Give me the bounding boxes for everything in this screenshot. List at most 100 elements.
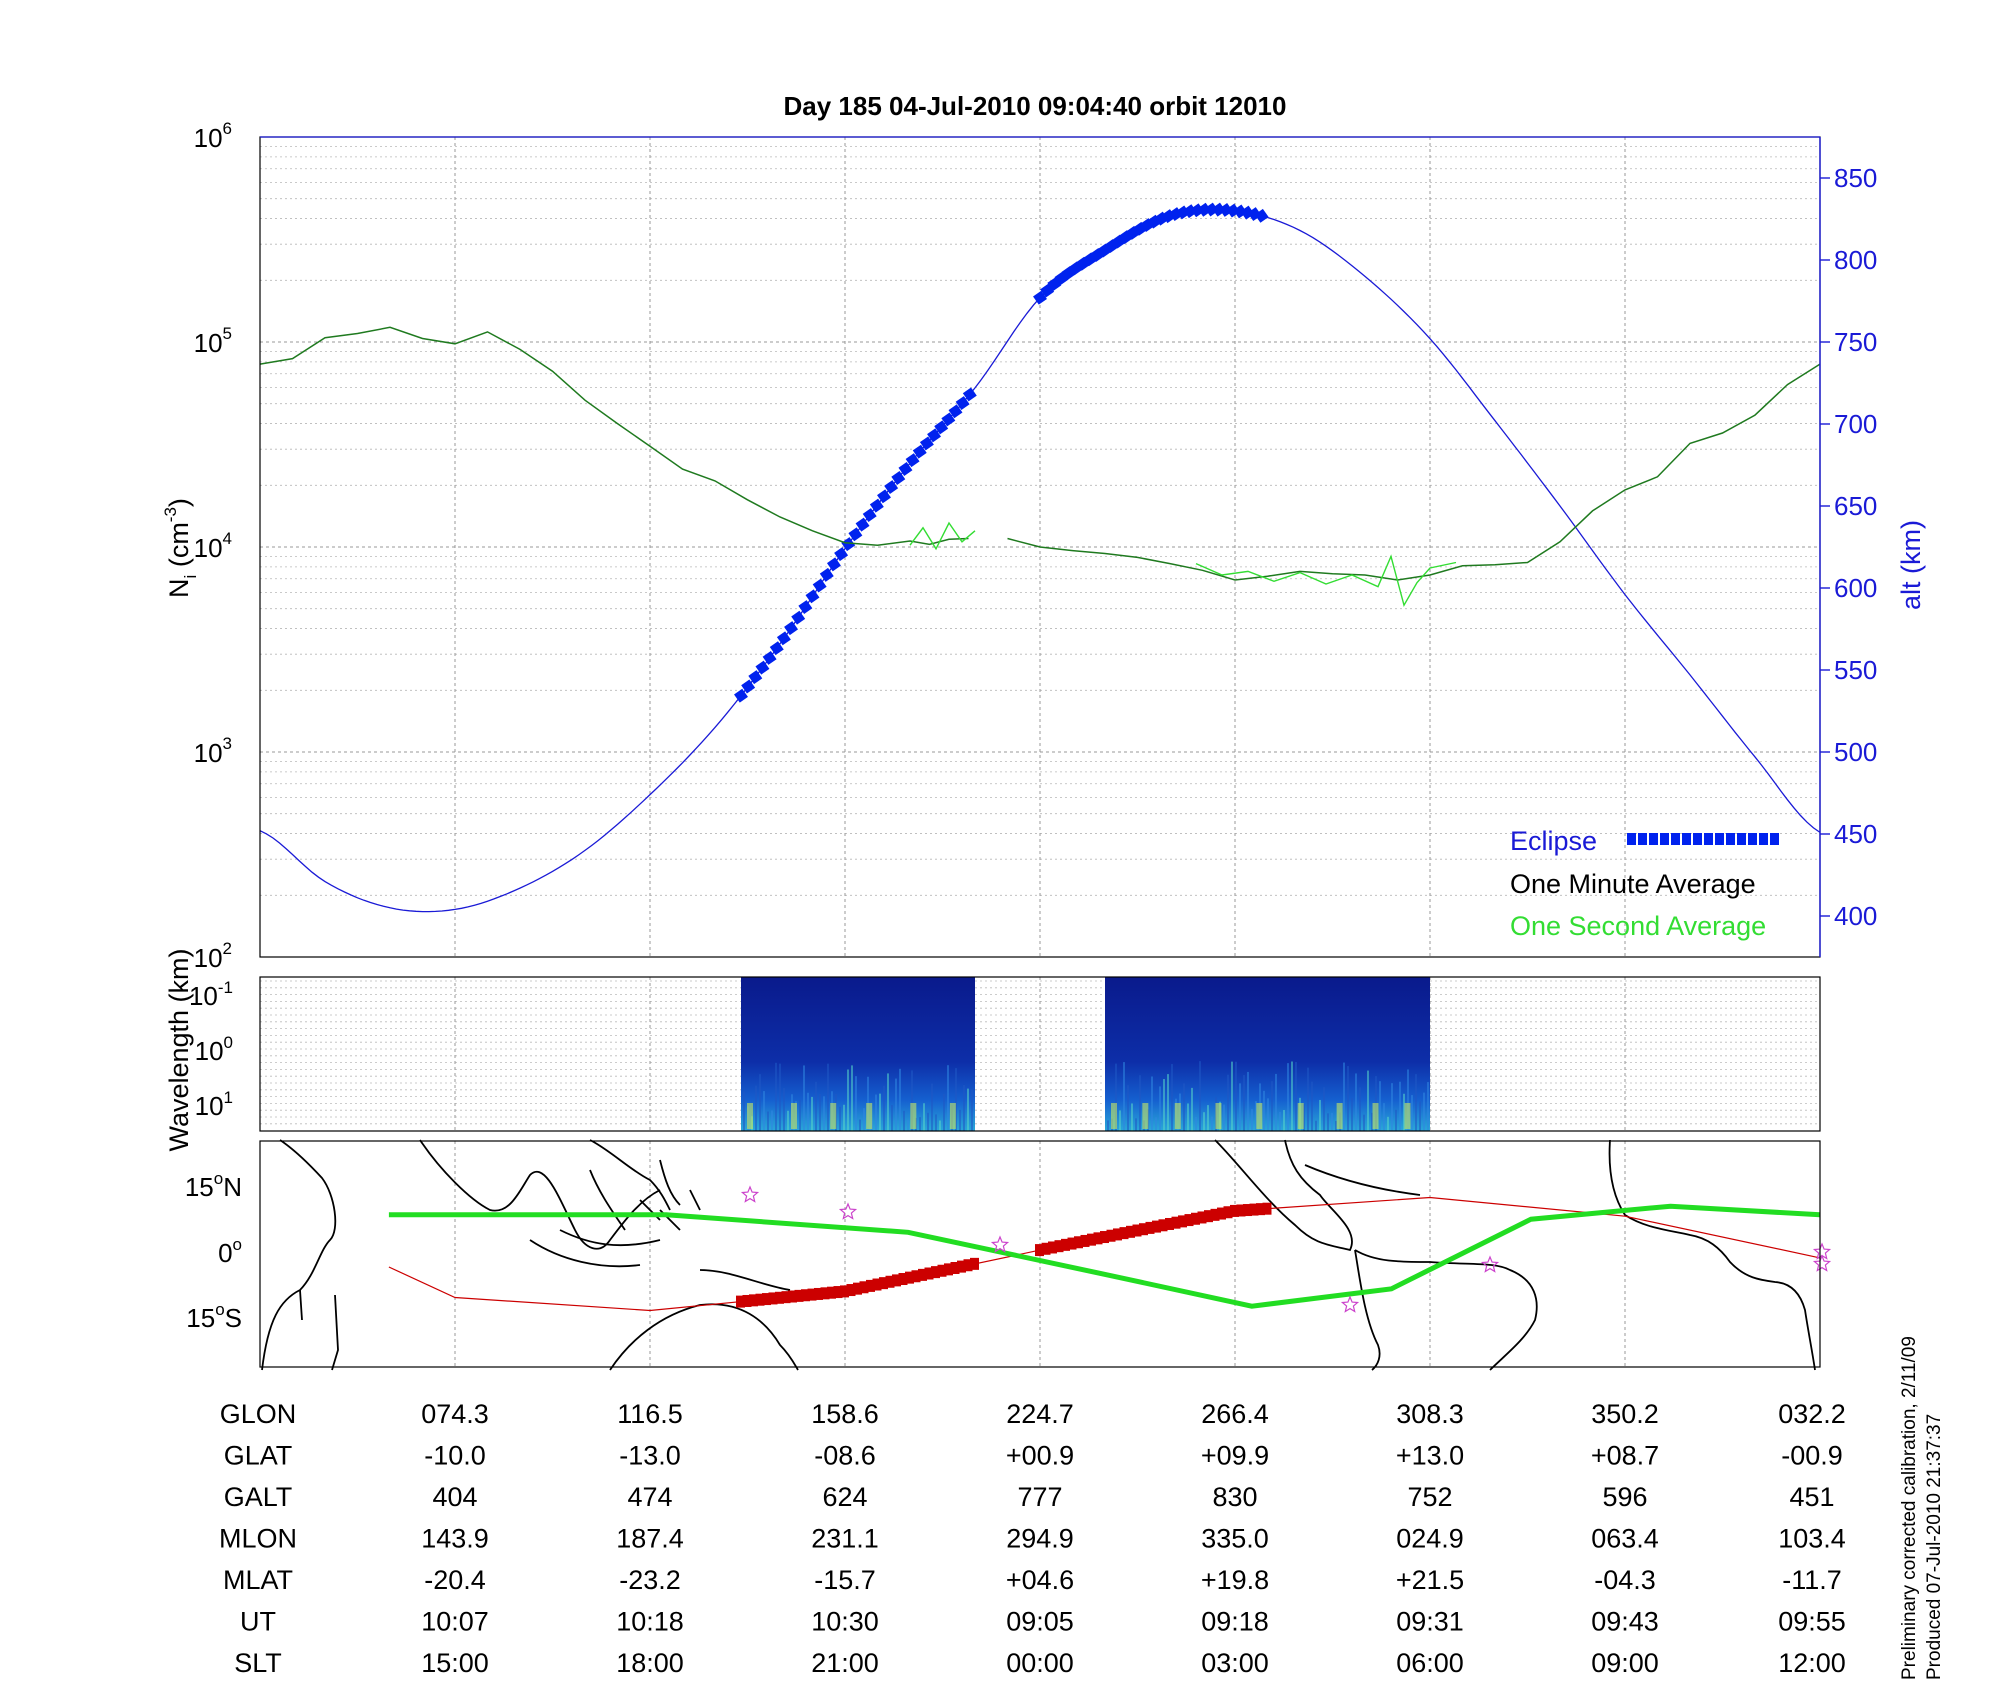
- eclipse-marker: [898, 462, 913, 476]
- eclipse-marker: [755, 660, 770, 675]
- spectrogram-streak: [1279, 1111, 1281, 1131]
- spectrogram-streak: [775, 1062, 777, 1131]
- legend-eclipse-square: [1693, 833, 1702, 845]
- legend-eclipse-square: [1737, 833, 1746, 845]
- table-cell: 451: [1789, 1482, 1834, 1512]
- eclipse-track-marker: [736, 1295, 745, 1308]
- spectrogram-highlight: [1297, 1103, 1304, 1129]
- spectrogram-streak: [1411, 1095, 1413, 1131]
- star-marker: [1812, 1254, 1832, 1272]
- eclipse-marker: [776, 631, 791, 646]
- spectrogram-highlight: [1174, 1103, 1181, 1129]
- spectrogram-streak: [1363, 1114, 1365, 1131]
- legend-minute-label: One Minute Average: [1510, 869, 1756, 899]
- coast-caribbean: [1304, 1164, 1421, 1196]
- eclipse-track-marker: [820, 1287, 830, 1300]
- legend-eclipse-square: [1649, 833, 1658, 845]
- table-cell: 032.2: [1778, 1399, 1846, 1429]
- spectrogram-streak: [1255, 1101, 1257, 1131]
- eclipse-marker: [862, 508, 877, 523]
- table-cell: -08.6: [814, 1441, 876, 1471]
- coast-africa: [261, 1139, 337, 1371]
- table-cell: 830: [1212, 1482, 1257, 1512]
- spectrogram-streak: [1391, 1083, 1393, 1131]
- eclipse-track-marker: [859, 1281, 869, 1294]
- spectrogram-streak: [971, 1089, 973, 1131]
- spectrogram-streak: [1379, 1081, 1381, 1131]
- eclipse-marker: [891, 471, 906, 485]
- spectrogram-streak: [1427, 1082, 1429, 1131]
- legend-eclipse-square: [1660, 833, 1669, 845]
- spectrogram-streak: [911, 1070, 913, 1131]
- eclipse-track-marker: [853, 1282, 862, 1295]
- table-cell: 752: [1407, 1482, 1452, 1512]
- spectrogram-highlight: [866, 1103, 873, 1129]
- spectrogram-streak: [939, 1120, 941, 1131]
- table-cell: 063.4: [1591, 1524, 1659, 1554]
- star-marker: [1340, 1295, 1360, 1313]
- spectrogram: [741, 977, 1430, 1131]
- top-panel-grid: [260, 137, 1820, 958]
- eclipse-marker: [741, 679, 756, 694]
- eclipse-marker: [1033, 290, 1047, 305]
- right-tick-label: 500: [1834, 737, 1877, 767]
- eclipse-track-marker: [911, 1270, 921, 1283]
- table-cell: 074.3: [421, 1399, 489, 1429]
- legend: Eclipse One Minute Average One Second Av…: [1510, 826, 1779, 941]
- eclipse-marker: [877, 489, 891, 504]
- spectrogram-streak: [1415, 1074, 1417, 1131]
- eclipse-track-marker: [970, 1257, 979, 1270]
- eclipse-track-marker: [950, 1261, 960, 1274]
- spectrogram-streak: [1123, 1062, 1125, 1131]
- footer-produced: Produced 07-Jul-2010 21:37:37: [1924, 1414, 1945, 1680]
- right-tick-label: 550: [1834, 655, 1877, 685]
- eclipse-track-marker: [1048, 1241, 1057, 1254]
- eclipse-track-marker: [1223, 1206, 1233, 1219]
- right-tick-label: 600: [1834, 573, 1877, 603]
- table-cell: 06:00: [1396, 1648, 1464, 1678]
- spectrogram-streak: [811, 1096, 813, 1131]
- wavelength-panel-frame: [259, 976, 1821, 1132]
- coast-southeast-asia: [589, 1139, 671, 1211]
- wavelength-ticks: 10-1 100 101: [189, 978, 233, 1121]
- eclipse-track-marker: [1041, 1242, 1051, 1255]
- eclipse-track-marker: [918, 1268, 927, 1281]
- eclipse-track-marker: [768, 1292, 778, 1305]
- table-cell: +04.6: [1006, 1565, 1074, 1595]
- spectrogram-streak: [1291, 1061, 1293, 1131]
- spectrogram-streak: [1243, 1075, 1245, 1131]
- eclipse-marker: [1254, 208, 1269, 223]
- map-panel-grid: [454, 1141, 1626, 1367]
- spectrogram-streak: [899, 1068, 901, 1131]
- eclipse-track-marker: [814, 1287, 823, 1300]
- spectrogram-streak: [1239, 1083, 1241, 1131]
- spectrogram-streak: [919, 1117, 921, 1131]
- eclipse-marker: [769, 641, 784, 656]
- spectrogram-streak: [1383, 1103, 1385, 1131]
- left-y-ticks: 106 105 104 103 102: [194, 119, 232, 973]
- spectrogram-streak: [1303, 1103, 1305, 1131]
- table-cell: 404: [432, 1482, 477, 1512]
- spectrogram-streak: [1347, 1066, 1349, 1131]
- spectrogram-streak: [759, 1074, 761, 1131]
- eclipse-marker: [748, 670, 763, 685]
- eclipse-track-marker: [1236, 1204, 1246, 1217]
- eclipse-marker: [941, 412, 956, 427]
- eclipse-track-marker: [885, 1275, 895, 1288]
- spectrogram-streak: [1235, 1061, 1237, 1131]
- eclipse-track-marker: [840, 1285, 849, 1298]
- coast-indonesia-1: [529, 1229, 661, 1268]
- eclipse-marker: [934, 420, 949, 435]
- eclipse-marker: [962, 387, 977, 402]
- eclipse-marker: [955, 396, 970, 410]
- spectrogram-streak: [1283, 1110, 1285, 1131]
- spectrogram-streak: [931, 1083, 933, 1131]
- table-row-label: GLON: [220, 1399, 297, 1429]
- star-marker: [1480, 1255, 1500, 1273]
- eclipse-track-marker: [1113, 1228, 1122, 1241]
- spectrogram-streak: [1187, 1103, 1189, 1131]
- table-cell: -20.4: [424, 1565, 486, 1595]
- spectrogram-streak: [1131, 1103, 1133, 1131]
- spectrogram-streak: [879, 1093, 881, 1131]
- coast-west-africa: [1608, 1139, 1816, 1371]
